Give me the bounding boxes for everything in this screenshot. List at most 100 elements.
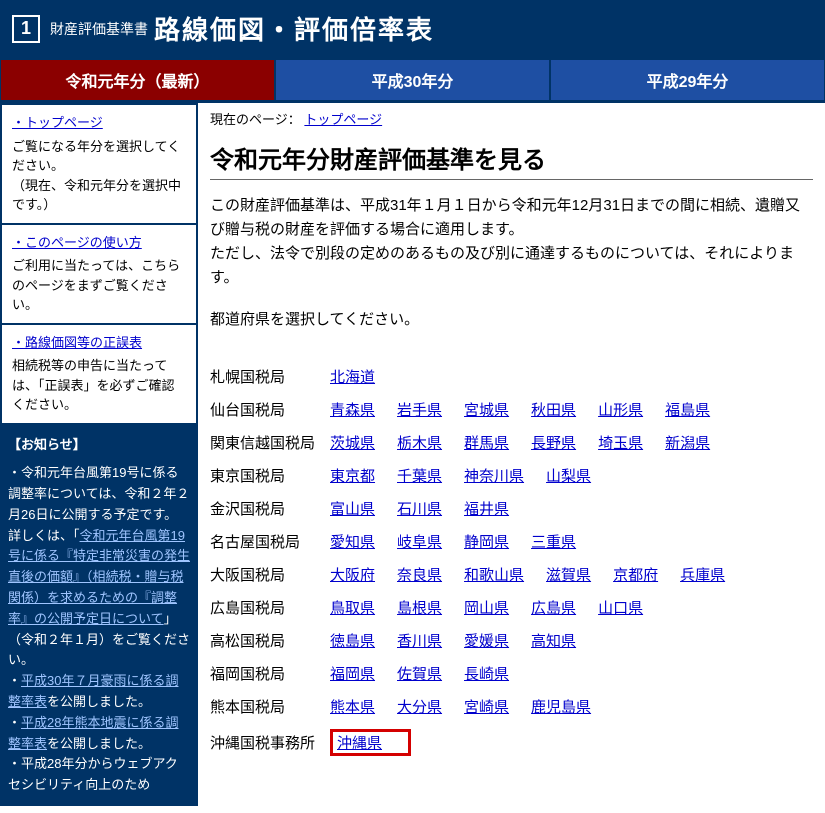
pref-link-高知県[interactable]: 高知県	[531, 630, 576, 651]
bureau-name: 福岡国税局	[210, 663, 330, 684]
pref-link-鹿児島県[interactable]: 鹿児島県	[531, 696, 591, 717]
prefecture-table: 札幌国税局北海道仙台国税局青森県岩手県宮城県秋田県山形県福島県関東信越国税局茨城…	[210, 360, 813, 762]
bureau-name: 沖縄国税事務所	[210, 732, 330, 753]
pref-link-滋賀県[interactable]: 滋賀県	[546, 564, 591, 585]
page-title: 令和元年分財産評価基準を見る	[210, 140, 813, 175]
sidebar-link-0[interactable]: トップページ	[12, 115, 103, 130]
pref-link-鳥取県[interactable]: 鳥取県	[330, 597, 375, 618]
bureau-row-5: 名古屋国税局愛知県 岐阜県 静岡県 三重県	[210, 525, 813, 558]
pref-link-熊本県[interactable]: 熊本県	[330, 696, 375, 717]
tab-year-1[interactable]: 平成30年分	[275, 59, 550, 101]
pref-link-奈良県[interactable]: 奈良県	[397, 564, 442, 585]
notice-title: 【お知らせ】	[8, 435, 190, 456]
pref-link-東京都[interactable]: 東京都	[330, 465, 375, 486]
pref-link-福井県[interactable]: 福井県	[464, 498, 509, 519]
pref-link-宮崎県[interactable]: 宮崎県	[464, 696, 509, 717]
intro-paragraph: この財産評価基準は、平成31年１月１日から令和元年12月31日までの間に相続、遺…	[210, 194, 813, 290]
bureau-row-3: 東京国税局東京都千葉県神奈川県山梨県	[210, 459, 813, 492]
bureau-row-9: 福岡国税局福岡県 佐賀県 長崎県	[210, 657, 813, 690]
pref-link-沖縄県[interactable]: 沖縄県	[337, 735, 382, 752]
pref-link-長崎県[interactable]: 長崎県	[464, 663, 509, 684]
notice-panel: 【お知らせ】 ・令和元年台風第19号に係る調整率については、令和２年２月26日に…	[0, 425, 198, 807]
pref-link-静岡県[interactable]: 静岡県	[464, 531, 509, 552]
bureau-name: 高松国税局	[210, 630, 330, 651]
tab-year-0[interactable]: 令和元年分（最新）	[0, 59, 275, 101]
pref-link-宮城県[interactable]: 宮城県	[464, 399, 509, 420]
bureau-name: 関東信越国税局	[210, 432, 330, 453]
notice-item-1: ・平成30年７月豪雨に係る調整率表を公開しました。	[8, 671, 190, 713]
bureau-row-2: 関東信越国税局茨城県 栃木県 群馬県 長野県 埼玉県 新潟県	[210, 426, 813, 459]
pref-link-岩手県[interactable]: 岩手県	[397, 399, 442, 420]
pref-link-福島県[interactable]: 福島県	[665, 399, 710, 420]
bureau-row-4: 金沢国税局富山県 石川県 福井県	[210, 492, 813, 525]
breadcrumb: 現在のページ： トップページ	[210, 109, 813, 128]
bureau-row-1: 仙台国税局青森県 岩手県 宮城県 秋田県 山形県 福島県	[210, 393, 813, 426]
bureau-name: 仙台国税局	[210, 399, 330, 420]
pref-link-秋田県[interactable]: 秋田県	[531, 399, 576, 420]
bureau-name: 金沢国税局	[210, 498, 330, 519]
pref-link-長野県[interactable]: 長野県	[531, 432, 576, 453]
bureau-name: 大阪国税局	[210, 564, 330, 585]
sidebar: トップページご覧になる年分を選択してください。 （現在、令和元年分を選択中です。…	[0, 103, 198, 806]
pref-link-栃木県[interactable]: 栃木県	[397, 432, 442, 453]
pref-link-石川県[interactable]: 石川県	[397, 498, 442, 519]
bureau-row-10: 熊本国税局熊本県 大分県 宮崎県 鹿児島県	[210, 690, 813, 723]
pref-link-三重県[interactable]: 三重県	[531, 531, 576, 552]
pref-link-群馬県[interactable]: 群馬県	[464, 432, 509, 453]
pref-link-埼玉県[interactable]: 埼玉県	[598, 432, 643, 453]
pref-link-山口県[interactable]: 山口県	[598, 597, 643, 618]
pref-link-千葉県[interactable]: 千葉県	[397, 465, 442, 486]
sidebar-link-1[interactable]: このページの使い方	[12, 235, 142, 250]
bureau-name: 名古屋国税局	[210, 531, 330, 552]
breadcrumb-label: 現在のページ：	[210, 112, 301, 127]
page-header: 1 財産評価基準書 路線価図・評価倍率表	[0, 0, 825, 57]
bureau-name: 札幌国税局	[210, 366, 330, 387]
pref-link-山形県[interactable]: 山形県	[598, 399, 643, 420]
pref-link-新潟県[interactable]: 新潟県	[665, 432, 710, 453]
bureau-name: 熊本国税局	[210, 696, 330, 717]
notice-item-0: ・令和元年台風第19号に係る調整率については、令和２年２月26日に公開する予定で…	[8, 463, 190, 671]
bureau-row-11: 沖縄国税事務所沖縄県	[210, 723, 813, 762]
pref-link-青森県[interactable]: 青森県	[330, 399, 375, 420]
sidebar-block-2: 路線価図等の正誤表相続税等の申告に当たっては、「正誤表」を必ずご確認ください。	[0, 325, 198, 425]
sidebar-block-0: トップページご覧になる年分を選択してください。 （現在、令和元年分を選択中です。…	[0, 103, 198, 225]
bureau-row-8: 高松国税局徳島県 香川県 愛媛県 高知県	[210, 624, 813, 657]
pref-link-島根県[interactable]: 島根県	[397, 597, 442, 618]
pref-link-京都府[interactable]: 京都府	[613, 564, 658, 585]
pref-link-兵庫県[interactable]: 兵庫県	[680, 564, 725, 585]
notice-item-3: ・平成28年分からウェブアクセシビリティ向上のため	[8, 754, 190, 796]
pref-link-富山県[interactable]: 富山県	[330, 498, 375, 519]
highlighted-pref: 沖縄県	[330, 729, 411, 756]
sidebar-link-2[interactable]: 路線価図等の正誤表	[12, 335, 142, 350]
pref-link-山梨県[interactable]: 山梨県	[546, 465, 591, 486]
tab-year-2[interactable]: 平成29年分	[550, 59, 825, 101]
pref-link-愛媛県[interactable]: 愛媛県	[464, 630, 509, 651]
pref-link-徳島県[interactable]: 徳島県	[330, 630, 375, 651]
year-tabs: 令和元年分（最新）平成30年分平成29年分	[0, 57, 825, 103]
pref-link-神奈川県[interactable]: 神奈川県	[464, 465, 524, 486]
pref-link-岡山県[interactable]: 岡山県	[464, 597, 509, 618]
notice-item-2: ・平成28年熊本地震に係る調整率表を公開しました。	[8, 713, 190, 755]
bureau-name: 広島国税局	[210, 597, 330, 618]
breadcrumb-top-link[interactable]: トップページ	[304, 112, 382, 127]
pref-link-茨城県[interactable]: 茨城県	[330, 432, 375, 453]
select-instruction: 都道府県を選択してください。	[210, 308, 813, 332]
pref-link-岐阜県[interactable]: 岐阜県	[397, 531, 442, 552]
main-content: 現在のページ： トップページ 令和元年分財産評価基準を見る この財産評価基準は、…	[198, 103, 825, 806]
bureau-row-7: 広島国税局鳥取県 島根県 岡山県 広島県 山口県	[210, 591, 813, 624]
header-title: 路線価図・評価倍率表	[154, 10, 434, 47]
bureau-row-6: 大阪国税局大阪府 奈良県 和歌山県 滋賀県 京都府 兵庫県	[210, 558, 813, 591]
pref-link-福岡県[interactable]: 福岡県	[330, 663, 375, 684]
header-icon: 1	[12, 15, 40, 43]
pref-link-佐賀県[interactable]: 佐賀県	[397, 663, 442, 684]
sidebar-block-1: このページの使い方ご利用に当たっては、こちらのページをまずご覧ください。	[0, 225, 198, 325]
pref-link-和歌山県[interactable]: 和歌山県	[464, 564, 524, 585]
pref-link-大阪府[interactable]: 大阪府	[330, 564, 375, 585]
pref-link-愛知県[interactable]: 愛知県	[330, 531, 375, 552]
pref-link-広島県[interactable]: 広島県	[531, 597, 576, 618]
pref-link-香川県[interactable]: 香川県	[397, 630, 442, 651]
pref-link-北海道[interactable]: 北海道	[330, 366, 375, 387]
pref-link-大分県[interactable]: 大分県	[397, 696, 442, 717]
header-subtitle: 財産評価基準書	[50, 19, 148, 39]
bureau-row-0: 札幌国税局北海道	[210, 360, 813, 393]
